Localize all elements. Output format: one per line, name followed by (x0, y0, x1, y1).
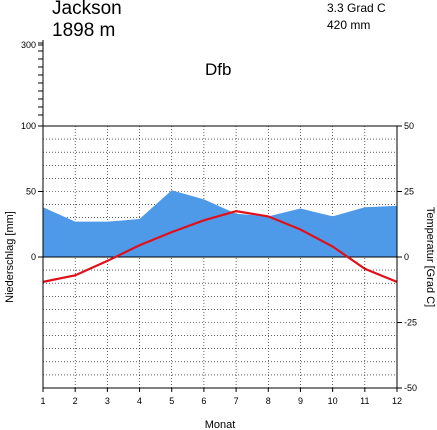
annual-precipitation: 420 mm (327, 18, 371, 32)
temperature-tick-label: -50 (404, 383, 417, 393)
temperature-tick-label: 25 (404, 187, 414, 197)
x-tick-label: 12 (392, 396, 402, 406)
x-tick-label: 4 (137, 396, 142, 406)
x-tick-label: 7 (234, 396, 239, 406)
temperature-line (42, 210, 398, 283)
x-tick-label: 6 (201, 396, 206, 406)
station-elevation: 1898 m (52, 20, 116, 41)
station-name: Jackson (52, 0, 122, 19)
temperature-tick-label: -25 (404, 318, 417, 328)
temperature-axis-ticks: 50 25 0 -25 -50 (397, 121, 417, 393)
precipitation-axis-title: Niederschlag [mm] (4, 211, 16, 303)
annual-temperature: 3.3 Grad C (327, 1, 386, 15)
x-tick-label: 11 (360, 396, 369, 406)
x-axis-ticks: 1 2 3 4 5 6 7 8 9 10 11 12 (40, 388, 402, 406)
precipitation-axis-ticks: 300 100 50 0 (21, 40, 43, 262)
precipitation-area (43, 190, 397, 257)
x-tick-label: 5 (169, 396, 174, 406)
x-tick-label: 8 (266, 396, 271, 406)
temperature-tick-label: 0 (404, 252, 409, 262)
climate-class-label: Dfb (205, 60, 232, 79)
precipitation-tick-label: 100 (21, 121, 36, 131)
x-tick-label: 1 (40, 396, 45, 406)
x-tick-label: 3 (105, 396, 110, 406)
axes (38, 40, 398, 389)
precipitation-tick-label: 0 (31, 252, 36, 262)
x-tick-label: 9 (298, 396, 303, 406)
x-tick-label: 2 (73, 396, 78, 406)
temperature-axis-title: Temperatur [Grad C] (424, 207, 436, 307)
precipitation-tick-label: 300 (21, 40, 36, 50)
x-tick-label: 10 (328, 396, 338, 406)
temperature-tick-label: 50 (404, 121, 414, 131)
precipitation-tick-label: 50 (26, 187, 36, 197)
x-axis-title: Monat (205, 419, 236, 430)
